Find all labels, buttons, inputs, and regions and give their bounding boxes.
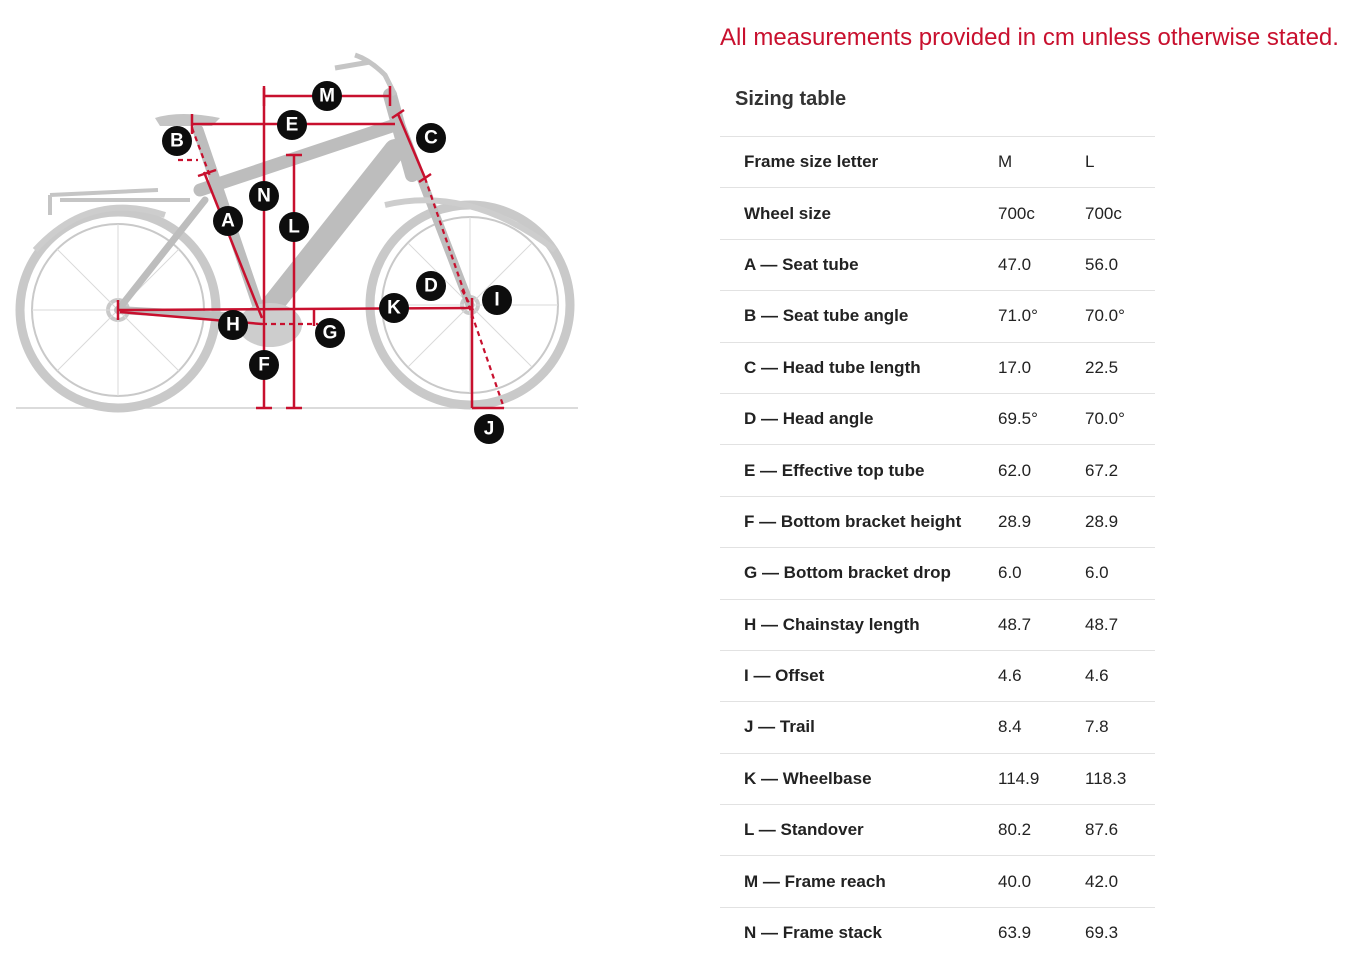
svg-text:C: C xyxy=(424,128,438,149)
marker-j-icon: J xyxy=(474,414,504,444)
table-row: L — Standover 80.2 87.6 xyxy=(720,804,1155,856)
size-l-value: 4.6 xyxy=(1085,666,1109,686)
table-row: C — Head tube length 17.0 22.5 xyxy=(720,342,1155,393)
table-row: Wheel size 700c 700c xyxy=(720,187,1155,239)
svg-text:M: M xyxy=(319,86,335,107)
marker-n-icon: N xyxy=(249,181,279,211)
size-l-value: 48.7 xyxy=(1085,614,1119,634)
size-l-value: 67.2 xyxy=(1085,460,1119,480)
svg-text:J: J xyxy=(484,419,495,440)
marker-d-icon: D xyxy=(416,271,446,301)
table-row: Frame size letter M L xyxy=(720,136,1155,188)
table-row: K — Wheelbase 114.9 118.3 xyxy=(720,753,1155,804)
size-m-value: 47.0 xyxy=(998,254,1032,274)
row-label: E — Effective top tube xyxy=(744,460,925,480)
row-label: J — Trail xyxy=(744,717,815,737)
row-label: Frame size letter xyxy=(744,152,879,172)
size-m-value: 63.9 xyxy=(998,923,1032,943)
size-m-value: 28.9 xyxy=(998,511,1032,531)
size-m-value: 71.0° xyxy=(998,306,1038,326)
size-m-value: 48.7 xyxy=(998,614,1032,634)
size-l-value: 70.0° xyxy=(1085,409,1125,429)
size-l-value: 87.6 xyxy=(1085,820,1119,840)
marker-c-icon: C xyxy=(416,123,446,153)
size-l-value: 69.3 xyxy=(1085,923,1119,943)
bike-geometry-diagram: A B C D E F G H I J K L M N xyxy=(15,52,578,444)
size-m-value: 62.0 xyxy=(998,460,1032,480)
row-label: G — Bottom bracket drop xyxy=(744,563,951,583)
marker-i-icon: I xyxy=(482,285,512,315)
row-label: M — Frame reach xyxy=(744,871,886,891)
marker-b-icon: B xyxy=(162,126,192,156)
row-label: I — Offset xyxy=(744,666,825,686)
size-m-value: 6.0 xyxy=(998,563,1022,583)
table-row: H — Chainstay length 48.7 48.7 xyxy=(720,599,1155,650)
size-l-value: 70.0° xyxy=(1085,306,1125,326)
svg-text:K: K xyxy=(387,298,401,319)
row-label: A — Seat tube xyxy=(744,254,859,274)
size-m-value: 40.0 xyxy=(998,871,1032,891)
marker-k-icon: K xyxy=(379,293,409,323)
size-m-value: 700c xyxy=(998,203,1035,223)
row-label: L — Standover xyxy=(744,820,864,840)
size-m-value: 17.0 xyxy=(998,357,1032,377)
marker-h-icon: H xyxy=(218,310,248,340)
svg-text:B: B xyxy=(170,131,184,152)
table-row: G — Bottom bracket drop 6.0 6.0 xyxy=(720,547,1155,599)
row-label: N — Frame stack xyxy=(744,923,882,943)
row-label: C — Head tube length xyxy=(744,357,921,377)
row-label: D — Head angle xyxy=(744,409,874,429)
size-l-value: 56.0 xyxy=(1085,254,1119,274)
sizing-table: Frame size letter M L Wheel size 700c 700c A —… xyxy=(720,136,1155,959)
size-l-value: L xyxy=(1085,152,1095,172)
table-row: F — Bottom bracket height 28.9 28.9 xyxy=(720,496,1155,547)
row-label: F — Bottom bracket height xyxy=(744,511,962,531)
svg-text:D: D xyxy=(424,276,438,297)
size-m-value: 69.5° xyxy=(998,409,1038,429)
table-row: M — Frame reach 40.0 42.0 xyxy=(720,855,1155,907)
row-label: H — Chainstay length xyxy=(744,614,920,634)
marker-l-icon: L xyxy=(279,212,309,242)
svg-text:E: E xyxy=(286,115,299,136)
measurement-note: All measurements provided in cm unless o… xyxy=(720,24,1339,51)
size-m-value: 80.2 xyxy=(998,820,1032,840)
size-l-value: 7.8 xyxy=(1085,717,1109,737)
size-l-value: 22.5 xyxy=(1085,357,1119,377)
size-l-value: 42.0 xyxy=(1085,871,1119,891)
table-row: D — Head angle 69.5° 70.0° xyxy=(720,393,1155,444)
size-l-value: 700c xyxy=(1085,203,1122,223)
table-row: I — Offset 4.6 4.6 xyxy=(720,650,1155,701)
marker-m-icon: M xyxy=(312,81,342,111)
size-l-value: 118.3 xyxy=(1085,768,1127,788)
row-label: B — Seat tube angle xyxy=(744,306,909,326)
row-label: Wheel size xyxy=(744,203,831,223)
svg-text:F: F xyxy=(258,355,270,376)
size-m-value: 8.4 xyxy=(998,717,1022,737)
marker-e-icon: E xyxy=(277,110,307,140)
marker-g-icon: G xyxy=(315,318,345,348)
size-m-value: M xyxy=(998,152,1013,172)
size-l-value: 28.9 xyxy=(1085,511,1119,531)
svg-text:L: L xyxy=(288,217,300,238)
row-label: K — Wheelbase xyxy=(744,768,872,788)
sizing-table-title: Sizing table xyxy=(735,88,847,110)
marker-a-icon: A xyxy=(213,206,243,236)
table-row: B — Seat tube angle 71.0° 70.0° xyxy=(720,290,1155,342)
svg-text:I: I xyxy=(494,290,499,311)
size-m-value: 4.6 xyxy=(998,666,1022,686)
size-l-value: 6.0 xyxy=(1085,563,1109,583)
svg-text:A: A xyxy=(221,211,235,232)
table-row: J — Trail 8.4 7.8 xyxy=(720,701,1155,753)
table-row: N — Frame stack 63.9 69.3 xyxy=(720,907,1155,958)
table-row: A — Seat tube 47.0 56.0 xyxy=(720,239,1155,290)
marker-f-icon: F xyxy=(249,350,279,380)
svg-text:H: H xyxy=(226,315,240,336)
svg-text:N: N xyxy=(257,186,271,207)
size-m-value: 114.9 xyxy=(998,768,1040,788)
svg-text:G: G xyxy=(323,323,338,344)
table-row: E — Effective top tube 62.0 67.2 xyxy=(720,444,1155,496)
